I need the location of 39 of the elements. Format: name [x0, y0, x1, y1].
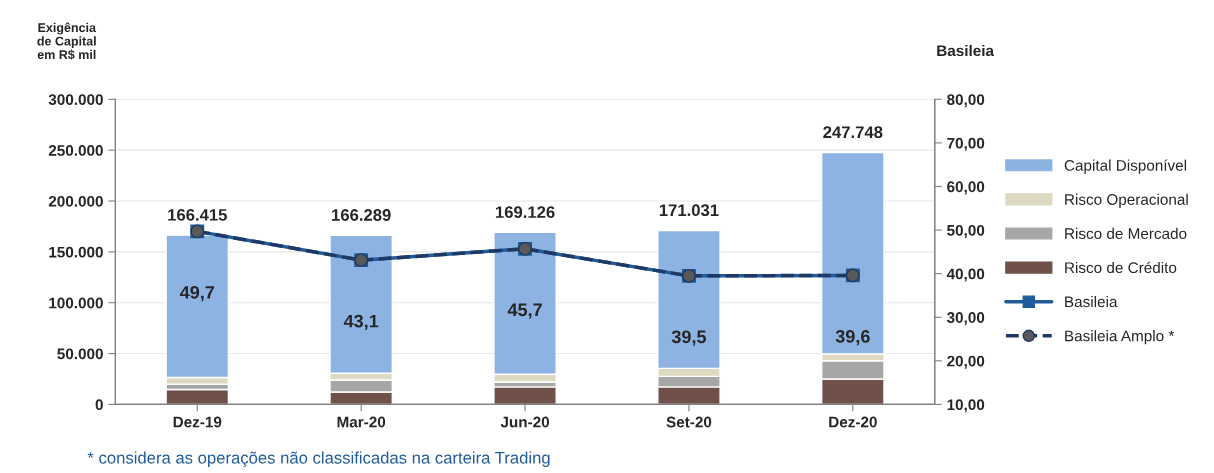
x-tick-label: Dez-20	[829, 416, 877, 428]
total-label: 171.031	[659, 204, 719, 217]
data-label: 39,5	[671, 330, 707, 346]
x-tick-label: Dez-19	[173, 416, 222, 428]
y-tick-label: 250.000	[48, 145, 103, 156]
total-label: 247.748	[823, 126, 883, 139]
y-tick-label: 200.000	[48, 195, 103, 207]
y2-tick-label: 80,00	[947, 94, 985, 108]
y-tick-label: 50.000	[57, 348, 103, 360]
x-tick-label: Jun-20	[500, 416, 550, 428]
legend-label: Basileia Amplo *	[1065, 330, 1175, 345]
legend-label: Risco Operacional	[1065, 193, 1188, 208]
data-label: 43,1	[343, 314, 379, 331]
x-tick-label: Set-20	[666, 416, 712, 428]
y2-axis-title: Basileia	[937, 44, 995, 57]
legend-label: Basileia	[1065, 296, 1118, 308]
data-label: 39,6	[835, 329, 870, 346]
data-label: 49,7	[179, 285, 215, 302]
y2-tick-label: 30,00	[946, 312, 985, 326]
y2-tick-label: 20,00	[947, 355, 985, 369]
x-tick-label: Mar-20	[337, 416, 386, 428]
y-tick-label: 150.000	[49, 246, 103, 258]
y-tick-label: 100.000	[49, 297, 103, 309]
y2-tick-label: 50,00	[947, 224, 985, 238]
total-label: 169.126	[495, 206, 555, 219]
y-tick-label: 300.000	[48, 94, 103, 106]
y2-tick-label: 40,00	[946, 268, 985, 282]
total-label: 166.415	[168, 208, 227, 221]
total-label: 166.289	[332, 209, 391, 221]
y-axis-title: Exigência de Capital em R$ mil	[37, 22, 97, 60]
y2-tick-label: 60,00	[947, 181, 985, 195]
data-label: 45,7	[507, 303, 542, 319]
legend-label: Risco de Mercado	[1065, 227, 1187, 240]
legend-label: Risco de Crédito	[1065, 261, 1177, 274]
y2-tick-label: 10,00	[947, 399, 985, 413]
text: * considera as operações não classificadas na carteira Trading	[87, 451, 550, 468]
y-tick-label: 0	[95, 399, 103, 411]
y2-tick-label: 70,00	[947, 137, 985, 151]
legend-label: Capital Disponível	[1064, 159, 1187, 174]
